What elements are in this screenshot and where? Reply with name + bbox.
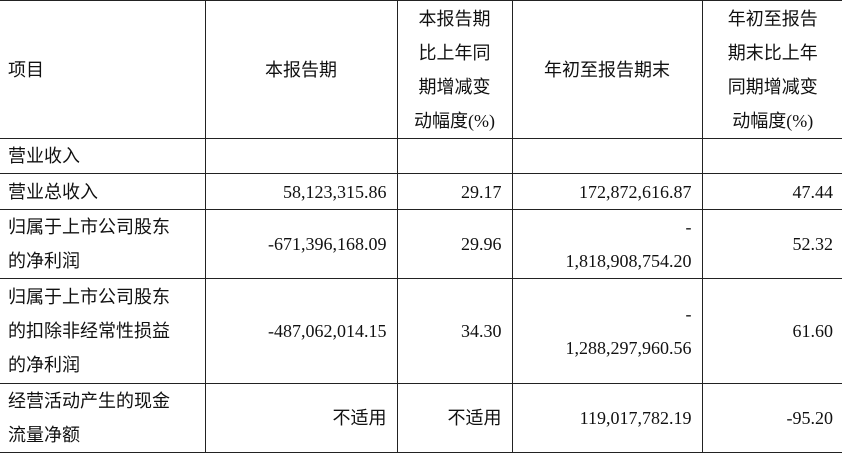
- row-current: 不适用: [204, 383, 398, 453]
- row-ytd-change: 47.44: [701, 173, 842, 210]
- row-ytd-change: -95.20: [701, 383, 842, 453]
- row-ytd-change: [701, 138, 842, 174]
- row-ytd-change: 52.32: [701, 209, 842, 279]
- row-item: 归属于上市公司股东 的扣除非经常性损益 的净利润: [0, 278, 206, 384]
- row-current: -487,062,014.15: [204, 278, 398, 384]
- row-item: 归属于上市公司股东 的净利润: [0, 209, 206, 279]
- row-current: -671,396,168.09: [204, 209, 398, 279]
- row-item: 营业总收入: [0, 173, 206, 210]
- row-ytd: - 1,288,297,960.56: [511, 278, 703, 384]
- row-current-change: 34.30: [396, 278, 513, 384]
- row-current: [204, 138, 398, 174]
- row-ytd: [511, 138, 703, 174]
- row-current-change: 不适用: [396, 383, 513, 453]
- row-current-change: 29.96: [396, 209, 513, 279]
- table-row: 归属于上市公司股东 的净利润 -671,396,168.09 29.96 - 1…: [0, 209, 842, 279]
- row-item: 营业收入: [0, 138, 206, 174]
- table-header-row: 项目 本报告期 本报告期 比上年同 期增减变 动幅度(%) 年初至报告期末 年初…: [0, 0, 842, 139]
- row-current: 58,123,315.86: [204, 173, 398, 210]
- header-item: 项目: [0, 0, 206, 139]
- header-current-period: 本报告期: [204, 0, 398, 139]
- row-ytd-change: 61.60: [701, 278, 842, 384]
- row-item: 经营活动产生的现金 流量净额: [0, 383, 206, 453]
- header-ytd: 年初至报告期末: [511, 0, 703, 139]
- table-row: 归属于上市公司股东 的扣除非经常性损益 的净利润 -487,062,014.15…: [0, 278, 842, 384]
- table-row: 营业收入: [0, 138, 842, 174]
- row-current-change: 29.17: [396, 173, 513, 210]
- table-row: 营业总收入 58,123,315.86 29.17 172,872,616.87…: [0, 173, 842, 210]
- header-ytd-change: 年初至报告 期末比上年 同期增减变 动幅度(%): [701, 0, 842, 139]
- row-current-change: [396, 138, 513, 174]
- header-current-change: 本报告期 比上年同 期增减变 动幅度(%): [396, 0, 513, 139]
- row-ytd: 172,872,616.87: [511, 173, 703, 210]
- row-ytd: 119,017,782.19: [511, 383, 703, 453]
- table-row: 经营活动产生的现金 流量净额 不适用 不适用 119,017,782.19 -9…: [0, 383, 842, 453]
- row-ytd: - 1,818,908,754.20: [511, 209, 703, 279]
